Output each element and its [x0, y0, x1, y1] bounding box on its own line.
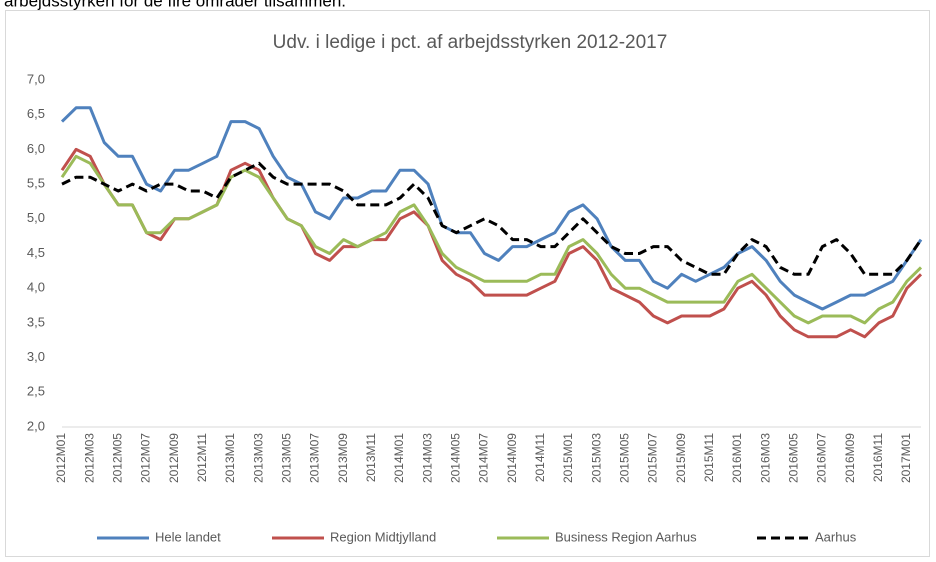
- x-tick-label: 2014M03: [420, 433, 434, 483]
- y-tick-label: 6,5: [27, 106, 45, 121]
- x-tick-label: 2013M09: [336, 433, 350, 483]
- x-tick-label: 2015M01: [561, 433, 575, 483]
- x-tick-label: 2015M05: [617, 433, 631, 483]
- x-tick-label: 2014M07: [477, 433, 491, 483]
- y-tick-label: 2,0: [27, 418, 45, 433]
- x-tick-label: 2012M05: [110, 433, 124, 483]
- x-tick-label: 2017M01: [899, 433, 913, 483]
- x-tick-label: 2016M09: [843, 433, 857, 483]
- x-tick-label: 2012M01: [54, 433, 68, 483]
- chart-title: Udv. i ledige i pct. af arbejdsstyrken 2…: [273, 32, 668, 53]
- legend-label: Business Region Aarhus: [555, 529, 697, 544]
- x-tick-label: 2013M07: [308, 433, 322, 483]
- series-line: [60, 154, 923, 325]
- y-tick-label: 4,5: [27, 245, 45, 260]
- legend-label: Region Midtjylland: [330, 529, 436, 544]
- x-tick-label: 2016M07: [815, 433, 829, 483]
- x-tick-label: 2013M01: [223, 433, 237, 483]
- x-tick-label: 2016M11: [871, 433, 885, 482]
- y-tick-label: 2,5: [27, 384, 45, 399]
- x-tick-label: 2015M03: [589, 433, 603, 483]
- series-line: [60, 106, 923, 311]
- x-tick-label: 2012M03: [82, 433, 96, 483]
- y-tick-label: 6,0: [27, 141, 45, 156]
- chart-frame: [5, 10, 930, 557]
- x-tick-label: 2014M09: [505, 433, 519, 483]
- x-tick-label: 2013M11: [364, 433, 378, 482]
- x-tick-label: 2015M07: [646, 433, 660, 483]
- x-tick-label: 2012M09: [167, 433, 181, 483]
- x-tick-label: 2013M05: [279, 433, 293, 483]
- x-tick-label: 2015M09: [674, 433, 688, 483]
- x-tick-label: 2015M11: [702, 433, 716, 482]
- x-tick-label: 2016M01: [730, 433, 744, 483]
- y-tick-label: 5,0: [27, 210, 45, 225]
- x-tick-label: 2013M03: [251, 433, 265, 483]
- x-tick-label: 2014M05: [448, 433, 462, 483]
- x-tick-label: 2016M05: [786, 433, 800, 483]
- y-tick-label: 7,0: [27, 71, 45, 86]
- page-text: arbejdsstyrken for de fire områder tilsa…: [4, 0, 346, 10]
- y-tick-label: 3,5: [27, 314, 45, 329]
- x-tick-label: 2012M07: [139, 433, 153, 483]
- y-tick-label: 5,5: [27, 176, 45, 191]
- x-tick-label: 2014M01: [392, 433, 406, 483]
- x-tick-label: 2016M03: [758, 433, 772, 483]
- x-tick-label: 2014M11: [533, 433, 547, 482]
- y-tick-label: 4,0: [27, 280, 45, 295]
- series-line: [61, 161, 923, 276]
- legend-label: Aarhus: [815, 529, 857, 544]
- legend-label: Hele landet: [155, 529, 221, 544]
- y-tick-label: 3,0: [27, 349, 45, 364]
- x-tick-label: 2012M11: [195, 433, 209, 482]
